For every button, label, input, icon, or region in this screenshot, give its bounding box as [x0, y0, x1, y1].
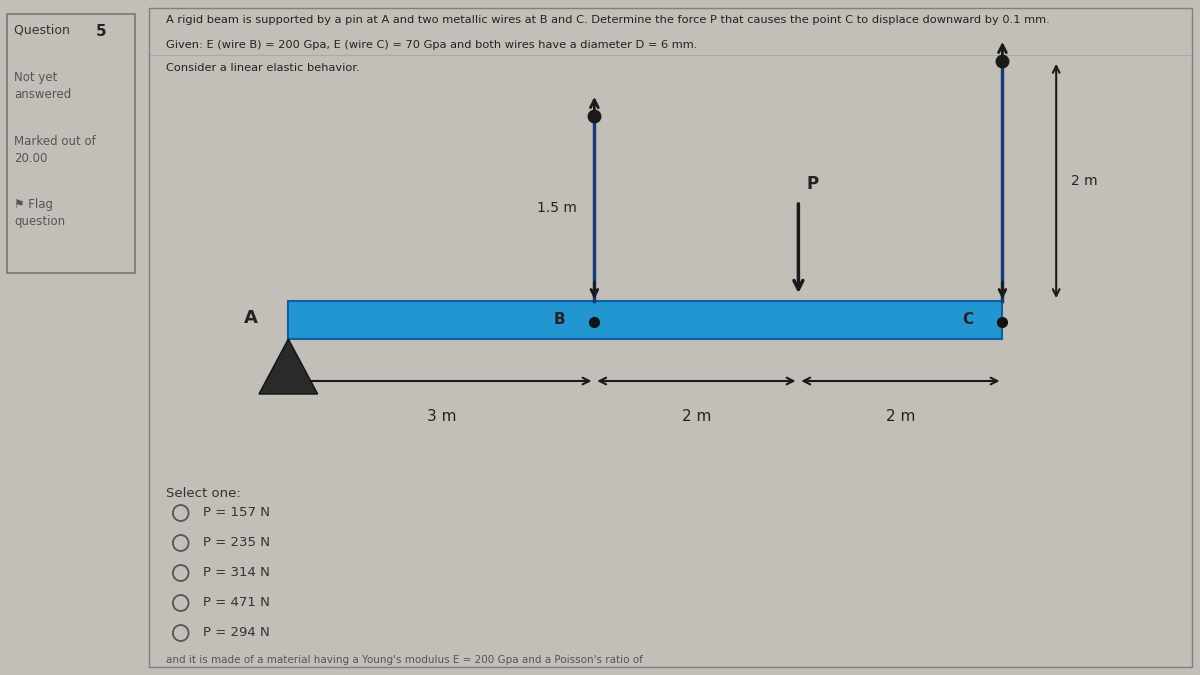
Text: 1.5 m: 1.5 m	[536, 202, 577, 215]
Text: Marked out of
20.00: Marked out of 20.00	[14, 135, 96, 165]
Text: B: B	[553, 311, 565, 327]
Text: 2 m: 2 m	[682, 409, 712, 424]
Text: Question: Question	[14, 24, 74, 36]
Bar	[288, 301, 1002, 339]
Text: Consider a linear elastic behavior.: Consider a linear elastic behavior.	[166, 63, 360, 73]
Text: A: A	[245, 309, 258, 327]
Text: P = 294 N: P = 294 N	[203, 626, 270, 639]
Text: 5: 5	[96, 24, 107, 38]
Text: 2 m: 2 m	[886, 409, 916, 424]
Text: P = 471 N: P = 471 N	[203, 597, 270, 610]
Text: P = 157 N: P = 157 N	[203, 506, 270, 520]
Text: Given: E (wire B) = 200 Gpa, E (wire C) = 70 Gpa and both wires have a diameter : Given: E (wire B) = 200 Gpa, E (wire C) …	[166, 40, 697, 50]
Text: P = 314 N: P = 314 N	[203, 566, 270, 580]
Text: P = 235 N: P = 235 N	[203, 537, 270, 549]
Polygon shape	[259, 339, 318, 394]
Text: 2 m: 2 m	[1070, 174, 1098, 188]
Text: ⚑ Flag
question: ⚑ Flag question	[14, 198, 65, 228]
Text: and it is made of a material having a Young's modulus E = 200 Gpa and a Poisson': and it is made of a material having a Yo…	[166, 655, 643, 665]
Text: Not yet
answered: Not yet answered	[14, 71, 72, 101]
Text: A rigid beam is supported by a pin at A and two metallic wires at B and C. Deter: A rigid beam is supported by a pin at A …	[166, 15, 1050, 25]
Text: Select one:: Select one:	[166, 487, 241, 500]
Text: P: P	[806, 175, 818, 193]
Text: 3 m: 3 m	[426, 409, 456, 424]
Text: C: C	[962, 311, 973, 327]
